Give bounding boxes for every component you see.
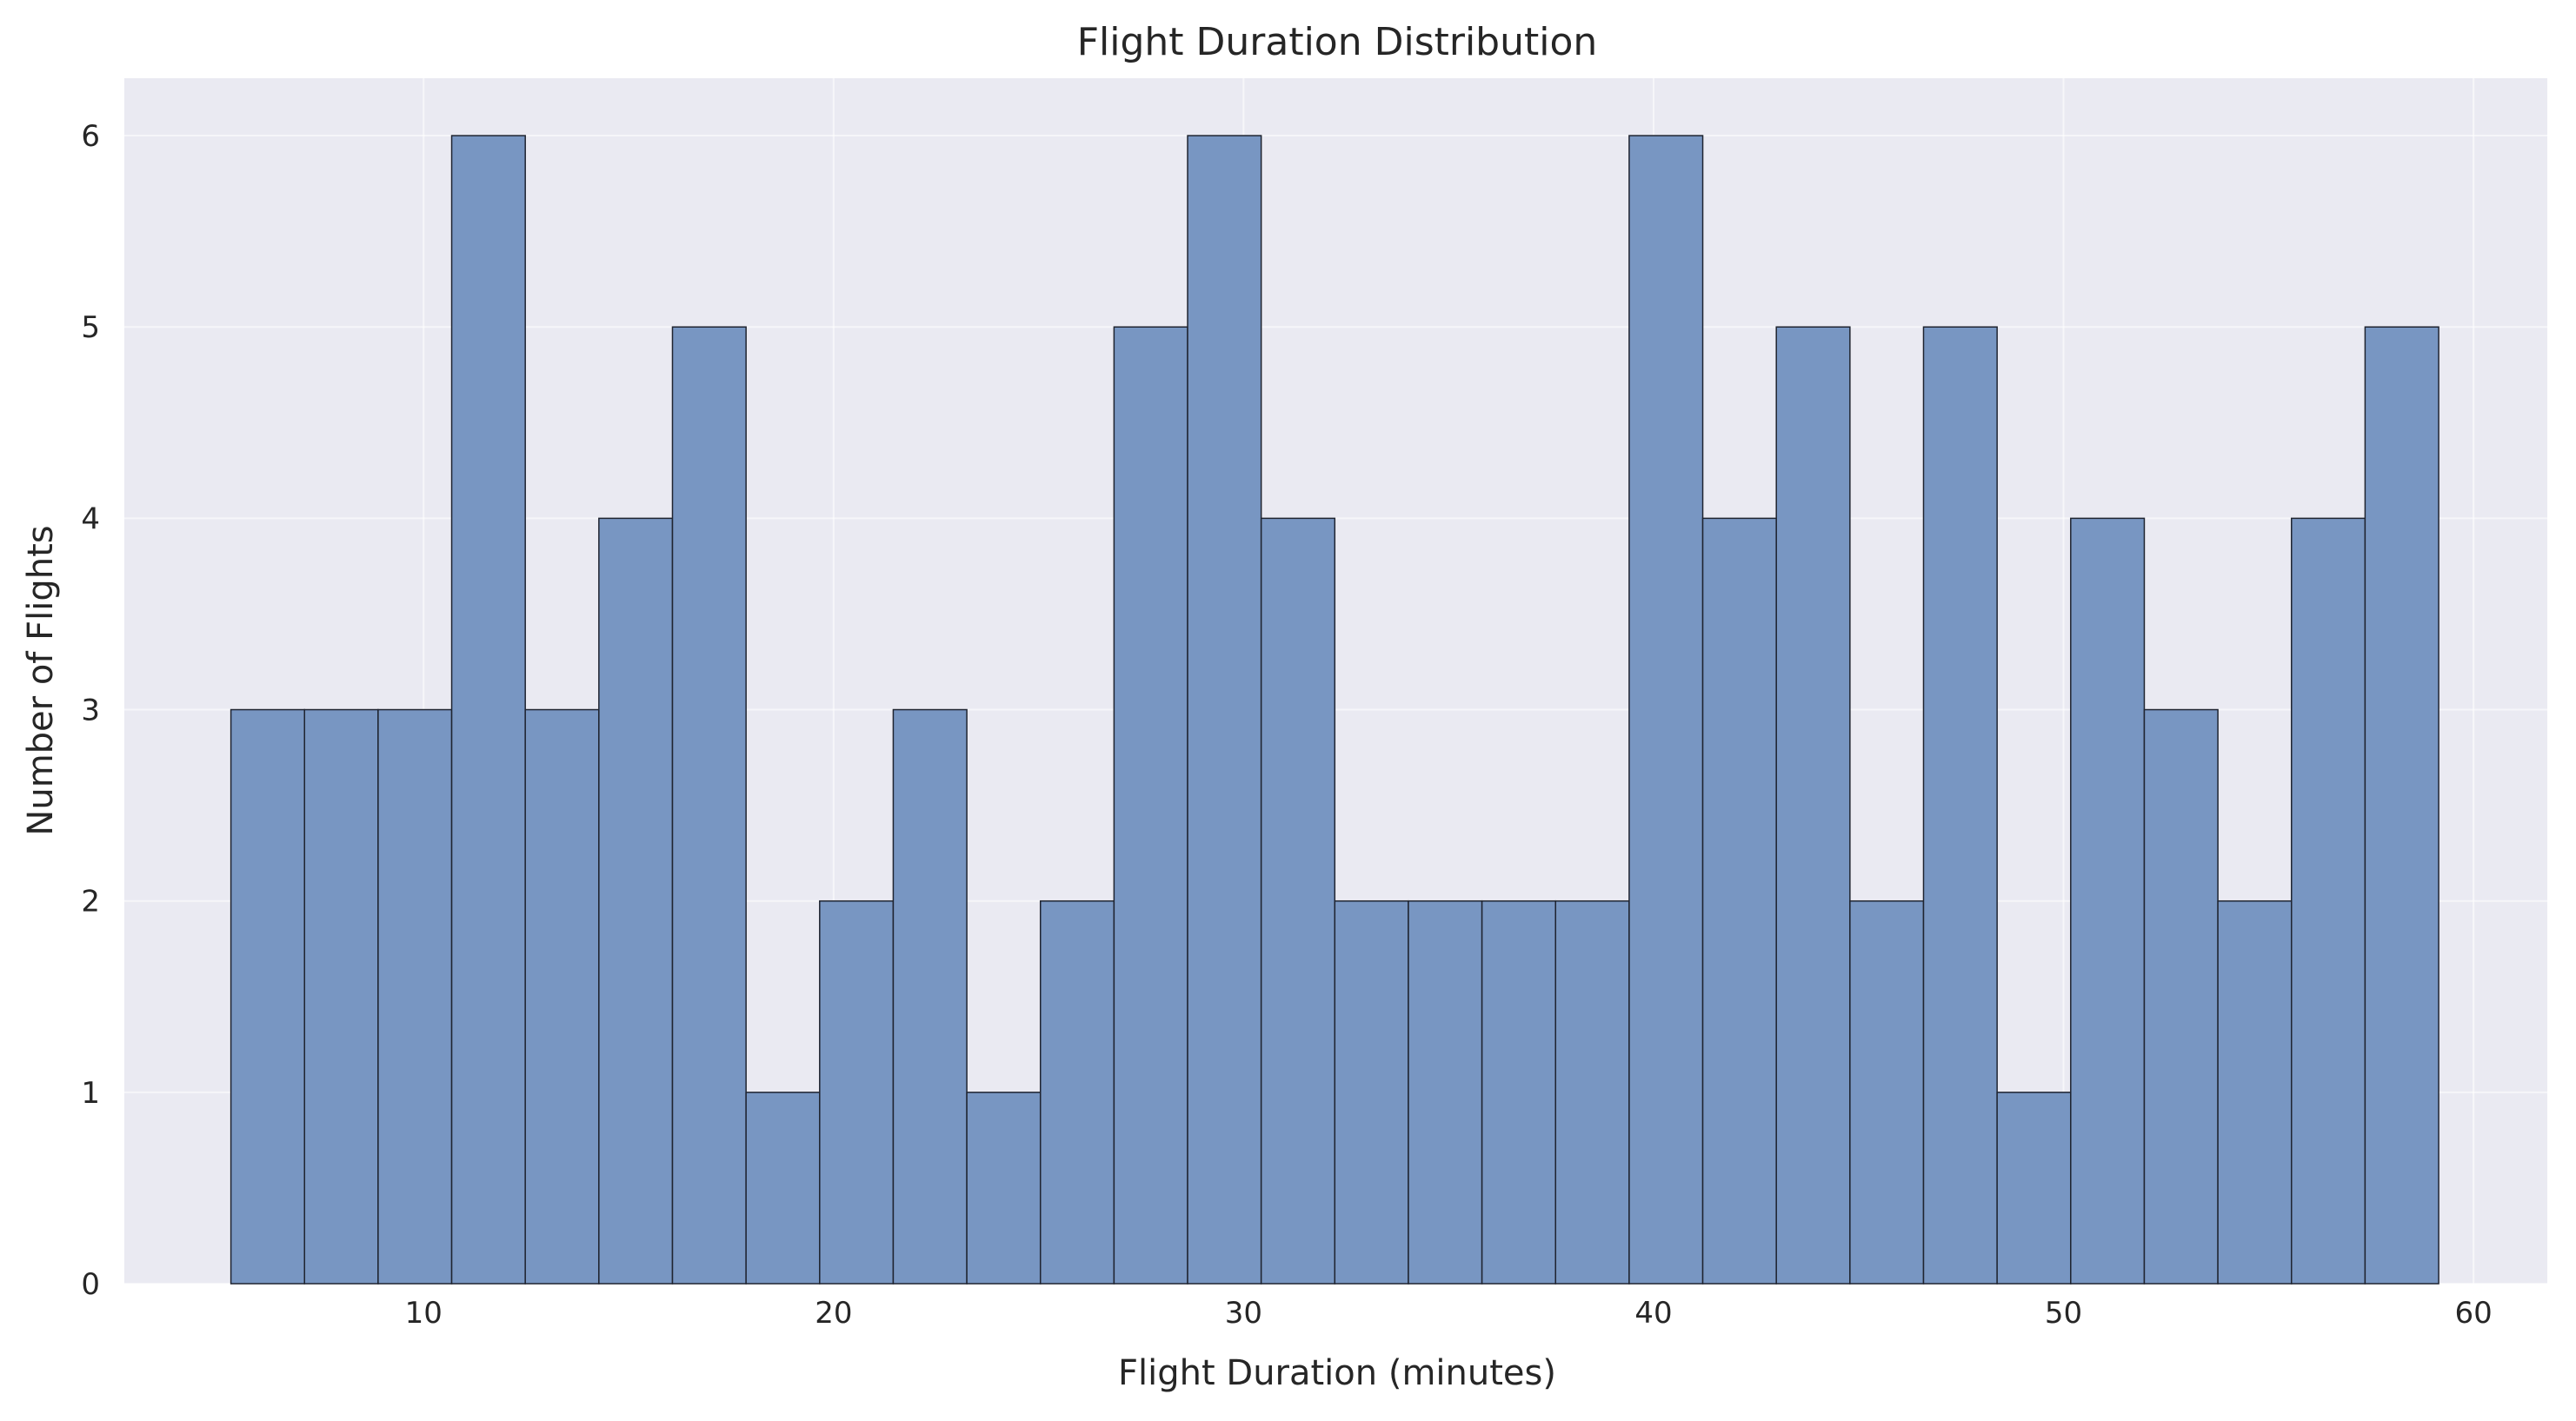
histogram-bar	[1408, 900, 1483, 1285]
histogram-bar	[303, 708, 379, 1285]
y-tick-label: 1	[81, 1076, 100, 1111]
histogram-bar	[1922, 326, 1998, 1285]
chart-title: Flight Duration Distribution	[1077, 20, 1598, 64]
x-tick-label: 10	[405, 1296, 443, 1331]
histogram-bar	[2364, 326, 2440, 1285]
y-tick-label: 0	[81, 1267, 100, 1302]
histogram-bar	[1628, 135, 1704, 1285]
y-tick-label: 4	[81, 501, 100, 536]
histogram-bar	[1260, 517, 1336, 1285]
x-axis-label: Flight Duration (minutes)	[1118, 1353, 1556, 1393]
x-axis-ticks: 10 20 30 40 50 60	[405, 1296, 2493, 1331]
x-tick-label: 20	[815, 1296, 852, 1331]
y-axis-ticks: 0 1 2 3 4 5 6	[81, 119, 100, 1302]
histogram-bar	[598, 517, 674, 1285]
x-tick-label: 60	[2454, 1296, 2492, 1331]
histogram-bar	[1849, 900, 1925, 1285]
histogram-bar	[1481, 900, 1557, 1285]
histogram-bar	[892, 708, 968, 1285]
x-tick-label: 30	[1225, 1296, 1262, 1331]
histogram-bar	[819, 900, 895, 1285]
histogram-bar	[745, 1092, 821, 1285]
x-tick-label: 40	[1634, 1296, 1672, 1331]
histogram-bar	[1039, 900, 1115, 1285]
histogram-bar	[1334, 900, 1409, 1285]
histogram-bar	[2290, 517, 2366, 1285]
histogram-bar	[1996, 1092, 2072, 1285]
y-tick-label: 2	[81, 885, 100, 920]
histogram-bar	[450, 135, 526, 1285]
histogram-bar	[230, 708, 306, 1285]
y-axis-label: Number of Flights	[21, 525, 61, 835]
histogram-bar	[1554, 900, 1630, 1285]
histogram-bar	[1187, 135, 1262, 1285]
histogram-bar	[377, 708, 453, 1285]
y-tick-label: 6	[81, 119, 100, 154]
bars	[230, 135, 2440, 1285]
y-tick-label: 3	[81, 694, 100, 728]
y-tick-label: 5	[81, 310, 100, 345]
histogram-bar	[2217, 900, 2293, 1285]
histogram-bar	[1113, 326, 1188, 1285]
histogram-bar	[671, 326, 747, 1285]
histogram-bar	[1701, 517, 1777, 1285]
histogram-bar	[2143, 708, 2219, 1285]
histogram-bar	[2070, 517, 2146, 1285]
histogram-bar	[524, 708, 600, 1285]
histogram-bar	[1775, 326, 1851, 1285]
histogram-bar	[966, 1092, 1042, 1285]
x-tick-label: 50	[2045, 1296, 2082, 1331]
